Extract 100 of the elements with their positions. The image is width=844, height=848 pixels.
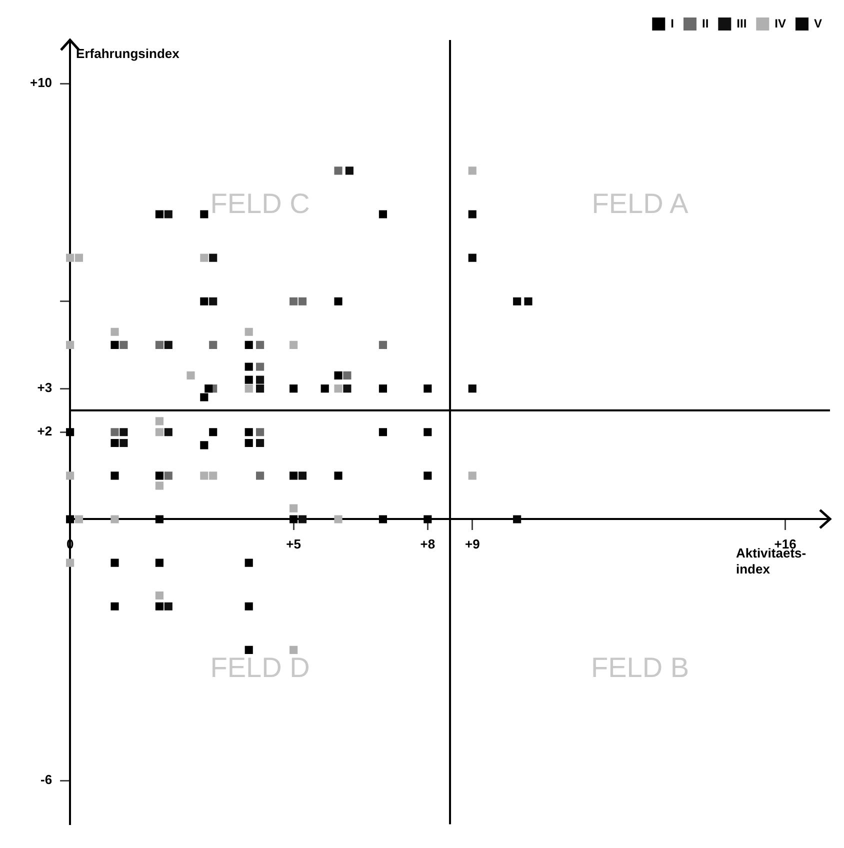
point	[424, 384, 432, 393]
point	[155, 558, 164, 567]
legend-label: V	[814, 16, 822, 30]
point	[66, 515, 74, 524]
point	[155, 602, 164, 610]
point	[468, 166, 476, 175]
point	[524, 297, 532, 306]
legend-label: I	[670, 16, 674, 30]
point	[155, 482, 164, 490]
point	[290, 340, 298, 349]
point	[155, 428, 164, 436]
point	[66, 472, 74, 480]
point	[164, 340, 172, 349]
point	[74, 515, 84, 524]
point	[155, 591, 164, 600]
point	[120, 428, 128, 436]
point	[343, 371, 352, 380]
point	[110, 438, 119, 448]
x-tick-label: +8	[420, 536, 436, 552]
point	[155, 472, 164, 480]
legend-label: II	[702, 16, 709, 30]
point	[155, 417, 164, 426]
point	[244, 340, 253, 349]
point	[244, 362, 253, 371]
point	[424, 428, 432, 436]
point	[74, 254, 84, 262]
point	[204, 384, 213, 393]
point	[298, 297, 307, 306]
point	[334, 472, 342, 480]
point	[334, 297, 342, 306]
point	[468, 472, 476, 480]
point	[164, 472, 172, 480]
point	[290, 297, 298, 306]
point	[164, 210, 172, 218]
point	[110, 340, 119, 349]
point	[298, 515, 307, 524]
point	[290, 504, 298, 512]
point	[424, 472, 432, 480]
point	[378, 210, 388, 218]
point	[66, 254, 74, 262]
point	[378, 384, 388, 393]
point	[110, 558, 119, 567]
point	[298, 472, 307, 480]
point	[424, 515, 432, 524]
point	[209, 428, 218, 436]
point	[200, 254, 208, 262]
point	[378, 515, 388, 524]
point	[468, 254, 476, 262]
point	[256, 428, 264, 436]
point	[244, 602, 253, 610]
point	[209, 254, 218, 262]
point	[66, 340, 74, 349]
point	[290, 646, 298, 654]
point	[290, 384, 298, 393]
y-axis-title: Erfahrungsindex	[76, 46, 180, 62]
point	[290, 472, 298, 480]
point	[244, 428, 253, 436]
point	[200, 393, 208, 402]
point	[155, 340, 164, 349]
point	[244, 646, 253, 654]
point	[66, 428, 74, 436]
point	[468, 384, 476, 393]
point	[345, 166, 354, 175]
legend-label: III	[736, 16, 747, 30]
point	[244, 558, 253, 567]
point	[378, 340, 388, 349]
x-tick-label: +5	[286, 536, 301, 552]
point	[200, 210, 208, 218]
point	[66, 558, 74, 567]
point	[256, 472, 264, 480]
y-tick-label: +3	[37, 380, 52, 396]
point	[120, 438, 128, 448]
point	[244, 328, 253, 336]
point	[244, 384, 253, 393]
point	[334, 384, 342, 393]
y-tick-label: +10	[30, 75, 52, 90]
point	[200, 441, 208, 450]
point	[200, 297, 208, 306]
point	[256, 340, 264, 349]
point	[200, 472, 208, 480]
y-tick-label: -6	[40, 772, 52, 788]
point	[110, 602, 119, 610]
point	[164, 602, 172, 610]
point	[120, 340, 128, 349]
point	[110, 428, 119, 436]
point	[334, 515, 342, 524]
point	[320, 384, 329, 393]
point	[110, 515, 119, 524]
point	[155, 210, 164, 218]
point	[256, 384, 264, 393]
point	[468, 210, 476, 218]
point	[513, 297, 522, 306]
legend-label: IV	[774, 16, 786, 30]
point	[334, 166, 342, 175]
point	[256, 362, 264, 371]
point	[209, 297, 218, 306]
point	[256, 376, 264, 384]
point	[209, 472, 218, 480]
point	[244, 438, 253, 448]
point	[343, 384, 352, 393]
